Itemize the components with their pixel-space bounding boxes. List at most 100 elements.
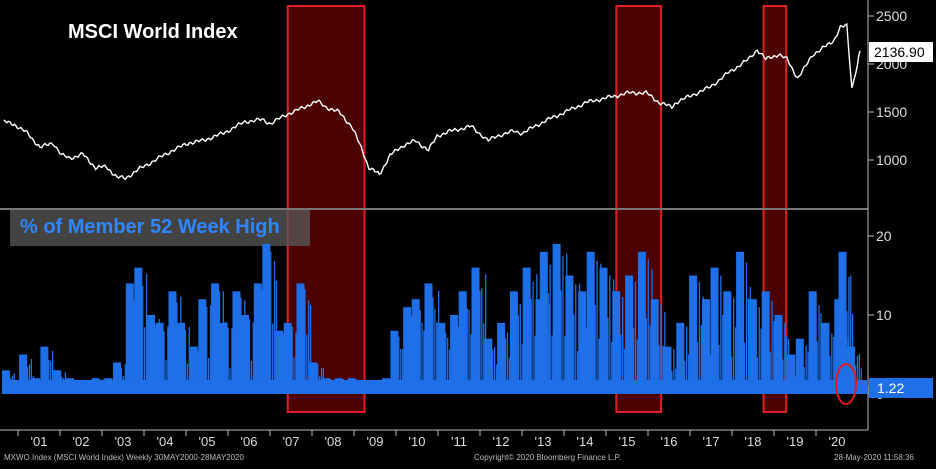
bar-19 <box>219 322 228 394</box>
x-tick-label-10: '11 <box>451 434 467 449</box>
bar-66-fill-3 <box>784 323 786 394</box>
bar-64-fill-4 <box>760 328 762 394</box>
bar-61-fill-1 <box>716 278 718 394</box>
bar-10 <box>125 283 134 394</box>
bar-51-fill-2 <box>594 304 596 394</box>
bar-64-fill-2 <box>756 357 758 394</box>
bar-52-fill-1 <box>605 292 607 394</box>
bar-17 <box>198 299 207 394</box>
bar-62-fill-3 <box>733 298 735 394</box>
bar-21 <box>241 315 249 394</box>
bar-70-fill-2 <box>829 356 831 394</box>
bar-13-fill-3 <box>165 359 167 394</box>
bar-70 <box>821 322 830 394</box>
bar-47-fill-1 <box>545 292 547 394</box>
bar-12-fill-2 <box>154 325 157 394</box>
bar-42-fill-4 <box>495 364 498 394</box>
bar-68-fill-1 <box>801 341 803 394</box>
bar-11-fill-3 <box>144 327 146 394</box>
bar-70-fill-4 <box>833 337 835 394</box>
bar-38-fill-3 <box>447 337 449 394</box>
bar-23-fill-1 <box>268 311 270 394</box>
bar-56-fill-2 <box>658 345 660 394</box>
bar-54-fill-4 <box>636 339 638 394</box>
bar-20-fill-2 <box>240 297 242 394</box>
bar-14-fill-2 <box>176 302 178 394</box>
bar-42-fill-2 <box>492 349 494 394</box>
bar-17-fill-1 <box>204 329 206 394</box>
bar-17-fill-4 <box>209 305 212 394</box>
bar-58-fill-3 <box>686 326 688 394</box>
bar-54-fill-3 <box>634 281 637 394</box>
bar-3-fill-1 <box>46 351 48 394</box>
bar-56 <box>650 299 659 394</box>
bar-51-fill-4 <box>598 338 600 394</box>
footer-center: Copyright© 2020 Bloomberg Finance L.P. <box>474 453 621 462</box>
bar-45-fill-1 <box>528 308 530 394</box>
bar-18-fill-1 <box>217 320 219 394</box>
bar-42-fill-1 <box>490 360 492 394</box>
bar-21-fill-3 <box>250 360 252 394</box>
bar-47-fill-4 <box>551 335 553 394</box>
bar-26 <box>296 283 305 394</box>
bar-15-fill-4 <box>188 326 190 394</box>
bar-10-fill-1 <box>131 304 133 394</box>
bar-25-fill-4 <box>295 332 297 394</box>
bar-66-fill-1 <box>780 319 782 394</box>
bar-57 <box>663 346 672 394</box>
last-bar-tag <box>869 378 933 398</box>
bar-36-fill-4 <box>423 330 425 394</box>
bar-68 <box>795 338 804 394</box>
bar-59-fill-4 <box>700 325 702 394</box>
bar-36 <box>411 299 420 394</box>
bar-52-fill-2 <box>607 317 609 394</box>
bar-63-fill-1 <box>742 261 744 394</box>
x-tick-label-16: '17 <box>703 434 720 449</box>
bar-69-fill-3 <box>818 305 820 394</box>
bar-70-fill-3 <box>831 333 833 394</box>
bar-47-fill-2 <box>547 292 549 394</box>
x-tick-label-15: '16 <box>661 434 678 449</box>
bar-43-fill-2 <box>504 338 507 394</box>
bar-25-fill-3 <box>293 357 295 394</box>
bar-43-fill-4 <box>508 357 510 394</box>
bar-65-fill-4 <box>773 321 775 394</box>
bar-35-fill-1 <box>409 355 411 394</box>
bar-54-fill-1 <box>631 294 633 394</box>
bar-39 <box>450 315 459 394</box>
bar-55-fill-4 <box>649 324 651 394</box>
bar-26-fill-5 <box>310 304 312 394</box>
last-bar-label: 1.22 <box>877 380 904 396</box>
bar-58 <box>676 322 685 394</box>
bar-44 <box>509 291 518 394</box>
bar-56-fill-4 <box>662 345 664 394</box>
bar-57-fill-3 <box>673 349 675 394</box>
bar-65 <box>761 291 770 394</box>
bar-72-fill-4 <box>850 275 852 394</box>
bar-63-fill-3 <box>745 262 748 394</box>
bar-68-fill-3 <box>805 345 807 394</box>
bar-40-fill-1 <box>464 336 466 394</box>
bar-12 <box>147 315 156 394</box>
bar-34-fill-3 <box>400 348 402 394</box>
x-tick-label-5: '06 <box>241 434 258 449</box>
bar-73-fill-4 <box>858 353 860 394</box>
bar-21-fill-2 <box>248 319 251 394</box>
bar-19-fill-2 <box>227 327 229 394</box>
x-tick-label-6: '07 <box>283 434 300 449</box>
bar-10-fill-2 <box>133 301 135 394</box>
bar-3-fill-4 <box>52 350 54 394</box>
bar-64-fill-3 <box>758 307 760 394</box>
bar-13-fill-1 <box>161 339 163 394</box>
bar-52-fill-4 <box>611 341 613 394</box>
lower-title-box <box>10 210 310 246</box>
last-price-label: 2136.90 <box>874 44 925 60</box>
bar-34-fill-2 <box>398 336 400 394</box>
bar-20 <box>232 291 241 394</box>
bar-26-fill-2 <box>304 289 306 394</box>
bar-25-fill-2 <box>291 326 293 394</box>
bar-56-fill-1 <box>656 312 658 394</box>
bar-49 <box>565 275 574 394</box>
bar-40 <box>458 291 467 394</box>
bar-66-fill-4 <box>786 336 788 394</box>
